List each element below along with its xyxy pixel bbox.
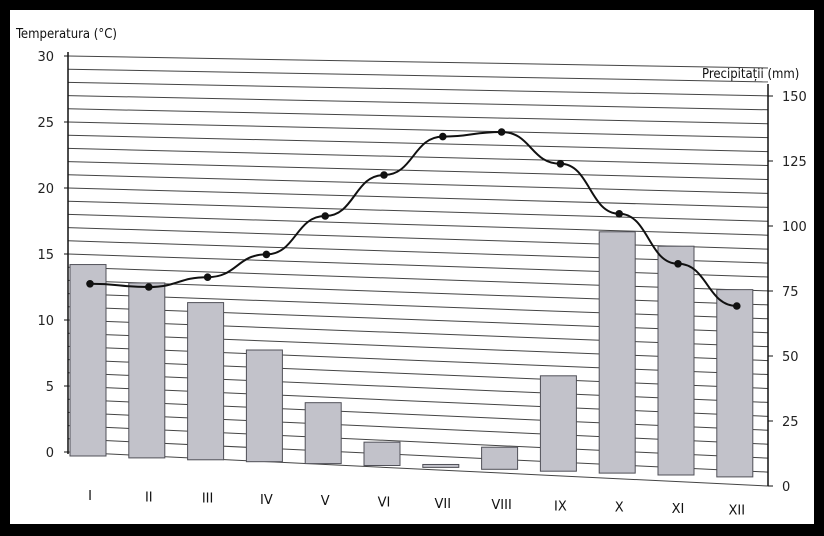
left-tick-label: 5 — [46, 380, 54, 395]
line-point-XII — [733, 302, 741, 310]
bar-IX — [539, 375, 577, 472]
grid-line — [67, 240, 769, 264]
grid-line — [67, 451, 769, 487]
line-point-VII — [439, 132, 447, 141]
bar-X — [598, 231, 636, 474]
right-tick-label: 25 — [782, 415, 799, 430]
month-label-VIII: VIII — [491, 498, 511, 513]
right-tick-label: 50 — [782, 350, 799, 365]
left-axis-ticks: 0 5 10 15 20 25 30 — [37, 50, 68, 461]
month-label-XI: XI — [672, 502, 685, 517]
line-point-V — [321, 212, 330, 220]
right-tick-label: 75 — [782, 285, 799, 300]
month-label-V: V — [321, 494, 330, 509]
right-tick-label: 150 — [782, 90, 807, 105]
grid-line — [67, 55, 769, 69]
month-label-X: X — [615, 501, 624, 516]
grid-line — [67, 213, 769, 236]
left-axis-title: Temperatura (°C) — [15, 27, 117, 42]
grid-line — [67, 227, 769, 250]
grid-line — [67, 200, 769, 222]
grid-line — [67, 385, 769, 417]
grid-line — [67, 121, 769, 139]
grid-line — [67, 425, 769, 459]
month-label-IV: IV — [260, 493, 273, 508]
bar-XI — [657, 245, 695, 476]
right-tick-label: 0 — [782, 480, 790, 495]
grid-line — [67, 279, 769, 306]
grid-line — [67, 332, 769, 362]
right-tick-label: 100 — [782, 220, 807, 235]
grid-line — [67, 359, 769, 389]
right-axis-ticks: 0 25 50 75 100 125 150 — [768, 90, 807, 495]
left-tick-label: 30 — [37, 50, 54, 65]
grid-line — [67, 81, 769, 97]
grid-line — [67, 68, 769, 83]
bar-II — [128, 282, 166, 459]
month-label-VII: VII — [435, 497, 452, 512]
right-tick-label: 125 — [782, 155, 807, 170]
temperature-line — [86, 128, 741, 310]
grid-line — [67, 319, 769, 348]
chart-frame: 0 5 10 15 20 25 30 0 25 50 75 100 125 150 I II III IV V V… — [10, 10, 814, 524]
left-tick-label: 0 — [46, 446, 54, 461]
precipitation-bars — [69, 231, 754, 478]
line-point-II — [145, 283, 153, 291]
bar-VI — [363, 441, 401, 467]
grid-lines — [67, 52, 769, 487]
bar-XII — [716, 289, 754, 478]
month-label-III: III — [202, 492, 214, 507]
grid-line — [67, 266, 769, 292]
month-labels: I II III IV V VI VII VIII IX X XI XII — [88, 489, 745, 518]
grid-line — [67, 95, 769, 111]
line-point-X — [615, 210, 623, 218]
grid-line — [67, 398, 769, 431]
month-label-VI: VI — [378, 496, 391, 511]
grid-line — [67, 293, 769, 320]
bar-V — [304, 402, 342, 465]
left-tick-label: 10 — [37, 314, 54, 329]
grid-line — [67, 438, 769, 473]
left-tick-label: 20 — [37, 182, 54, 197]
month-label-IX: IX — [554, 499, 567, 514]
grid-line — [67, 411, 769, 445]
grid-line — [67, 372, 769, 403]
bar-VIII — [481, 446, 519, 470]
grid-line — [67, 108, 769, 125]
line-point-IX — [556, 160, 565, 168]
left-tick-label: 15 — [37, 248, 54, 263]
bar-VII — [422, 463, 460, 468]
line-point-I — [86, 280, 94, 288]
right-axis-title: Precipitații (mm) — [702, 67, 799, 82]
left-tick-label: 25 — [37, 116, 54, 131]
bar-III — [187, 302, 225, 461]
grid-line — [67, 147, 769, 167]
line-point-XI — [674, 260, 682, 268]
bar-I — [69, 264, 107, 457]
grid-line — [67, 187, 769, 208]
month-label-II: II — [145, 490, 153, 505]
line-point-VIII — [497, 128, 506, 136]
grid-line — [67, 174, 769, 194]
bar-IV — [245, 349, 283, 463]
grid-line — [67, 253, 769, 278]
line-point-IV — [262, 250, 271, 259]
temperature-line-path — [89, 130, 737, 307]
grid-line — [67, 134, 769, 153]
grid-line — [67, 161, 769, 180]
month-label-I: I — [88, 489, 92, 504]
grid-line — [67, 306, 769, 334]
line-point-VI — [380, 171, 388, 179]
month-label-XII: XII — [729, 503, 746, 518]
grid-line — [67, 345, 769, 376]
line-point-III — [203, 273, 212, 282]
